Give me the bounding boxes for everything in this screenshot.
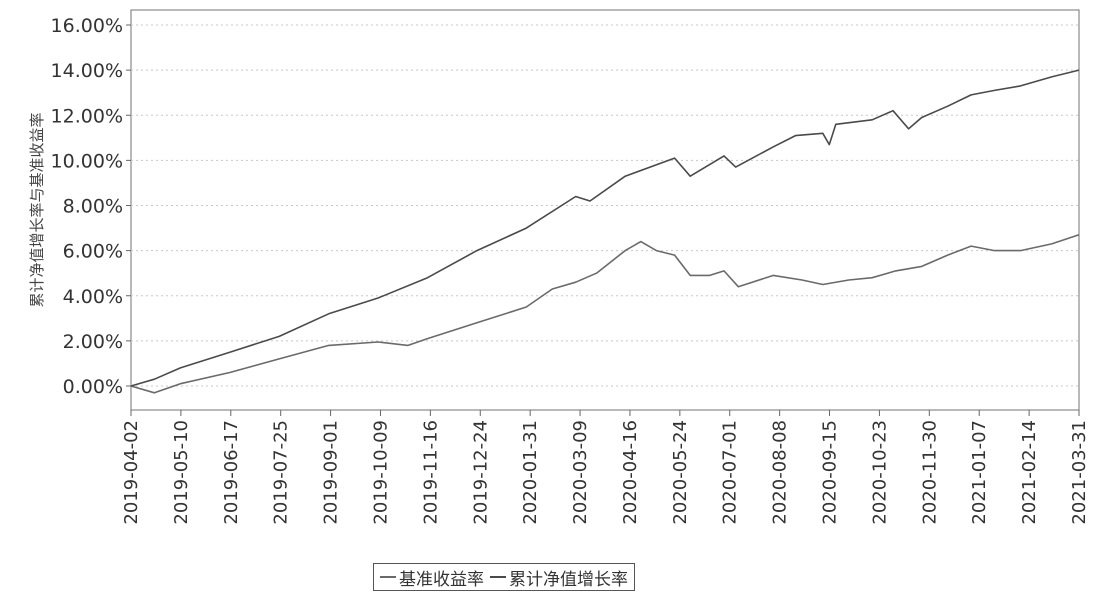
- plot-area: [130, 9, 1080, 411]
- x-tick-label: 2020-07-01: [720, 420, 741, 525]
- x-tick-label: 2020-08-08: [770, 420, 791, 525]
- x-tick-label: 2019-12-24: [470, 420, 491, 525]
- legend-item-nav-growth: 累计净值增长率: [490, 565, 628, 590]
- y-tick-label: 14.00%: [51, 60, 123, 82]
- x-tick-label: 2021-02-14: [1019, 420, 1040, 525]
- series-lines: [130, 69, 1080, 394]
- legend-swatch-nav-growth: [490, 576, 506, 578]
- grid-lines: [131, 24, 1079, 387]
- y-tick-label: 8.00%: [63, 196, 123, 218]
- x-tick-label: 2019-11-16: [420, 420, 441, 525]
- y-tick-label: 2.00%: [63, 331, 123, 353]
- legend: 基准收益率 累计净值增长率: [373, 563, 635, 591]
- x-tick-label: 2019-04-02: [121, 420, 142, 525]
- y-tick-label: 12.00%: [51, 105, 123, 127]
- x-tick-label: 2020-03-09: [570, 420, 591, 525]
- x-axis-ticks: 2019-04-02 2019-05-10 2019-06-17 2019-07-25…: [121, 410, 1090, 525]
- x-tick-label: 2020-10-23: [869, 420, 890, 525]
- y-axis-label: 累计净值增长率与基准收益率: [28, 112, 46, 307]
- legend-label-benchmark: 基准收益率: [399, 569, 484, 590]
- x-tick-label: 2021-03-31: [1069, 420, 1090, 525]
- y-tick-label: 16.00%: [51, 15, 123, 37]
- x-tick-label: 2019-06-17: [221, 420, 242, 525]
- y-tick-label: 0.00%: [63, 376, 123, 398]
- y-axis-ticks: 0.00% 2.00% 4.00% 6.00% 8.00% 10.00% 12.00% 14.…: [51, 15, 131, 398]
- x-tick-label: 2019-09-01: [321, 420, 342, 525]
- series-line-nav-growth: [130, 69, 1080, 387]
- legend-label-nav-growth: 累计净值增长率: [509, 569, 628, 590]
- y-tick-label: 6.00%: [63, 241, 123, 263]
- x-tick-label: 2021-01-07: [969, 420, 990, 525]
- legend-swatch-benchmark: [380, 576, 396, 578]
- x-tick-label: 2019-05-10: [171, 420, 192, 525]
- x-tick-label: 2020-09-15: [820, 420, 841, 525]
- x-tick-label: 2020-04-16: [620, 420, 641, 525]
- x-tick-label: 2019-07-25: [271, 420, 292, 525]
- y-tick-label: 10.00%: [51, 150, 123, 172]
- y-tick-label: 4.00%: [63, 286, 123, 308]
- x-tick-label: 2020-05-24: [670, 420, 691, 525]
- legend-item-benchmark: 基准收益率: [380, 565, 484, 590]
- x-tick-label: 2019-10-09: [370, 420, 391, 525]
- series-line-benchmark: [130, 234, 1080, 394]
- x-tick-label: 2020-11-30: [919, 420, 940, 525]
- x-tick-label: 2020-01-31: [520, 420, 541, 525]
